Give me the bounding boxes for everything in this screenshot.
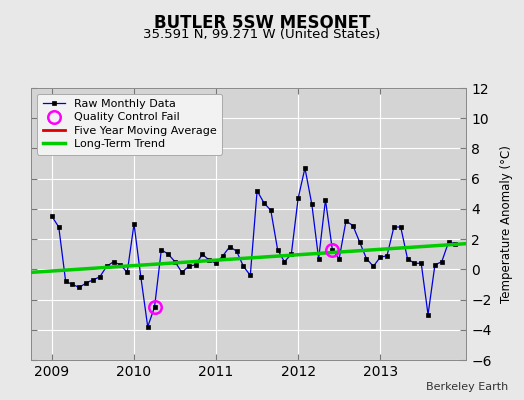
Raw Monthly Data — [315, 256, 322, 261]
Text: BUTLER 5SW MESONET: BUTLER 5SW MESONET — [154, 14, 370, 32]
Raw Monthly Data — [452, 241, 458, 246]
Quality Control Fail — [151, 305, 158, 310]
Raw Monthly Data — [49, 214, 55, 219]
Raw Monthly Data — [145, 324, 151, 329]
Raw Monthly Data — [158, 247, 165, 252]
Line: Raw Monthly Data: Raw Monthly Data — [50, 166, 457, 329]
Raw Monthly Data — [185, 264, 192, 269]
Line: Quality Control Fail: Quality Control Fail — [148, 244, 339, 313]
Raw Monthly Data — [302, 166, 308, 170]
Text: 35.591 N, 99.271 W (United States): 35.591 N, 99.271 W (United States) — [143, 28, 381, 41]
Raw Monthly Data — [172, 259, 178, 264]
Raw Monthly Data — [117, 262, 124, 267]
Text: Berkeley Earth: Berkeley Earth — [426, 382, 508, 392]
Legend: Raw Monthly Data, Quality Control Fail, Five Year Moving Average, Long-Term Tren: Raw Monthly Data, Quality Control Fail, … — [37, 94, 222, 155]
Raw Monthly Data — [192, 262, 199, 267]
Quality Control Fail — [329, 247, 335, 252]
Y-axis label: Temperature Anomaly (°C): Temperature Anomaly (°C) — [500, 145, 513, 303]
